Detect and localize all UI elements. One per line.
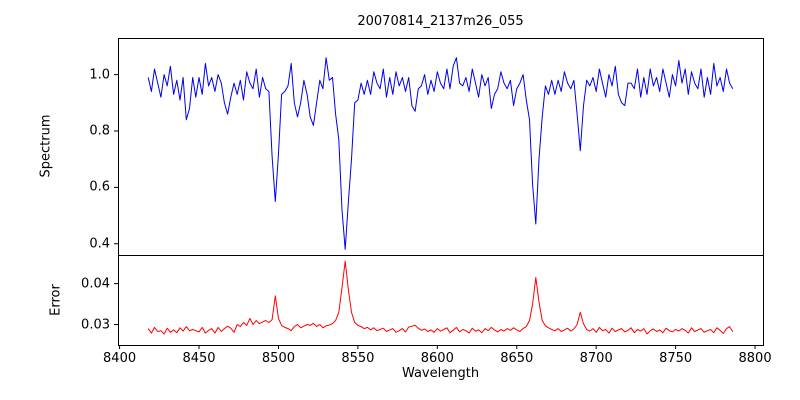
x-tick-label: 8750	[659, 351, 693, 366]
error-y-tick-label: 0.03	[81, 317, 110, 333]
x-tick-label: 8600	[420, 351, 454, 366]
spectrum-y-tick-label: 0.4	[89, 236, 110, 252]
error-y-axis-label: Error	[48, 284, 64, 316]
chart-title: 20070814_2137m26_055	[357, 14, 524, 29]
x-tick-label: 8450	[182, 351, 216, 366]
x-tick-label: 8800	[738, 351, 772, 366]
spectrum-line	[147, 57, 734, 250]
x-tick-label: 8650	[500, 351, 534, 366]
x-tick-label: 8500	[261, 351, 295, 366]
spectrum-y-axis-label: Spectrum	[38, 114, 54, 178]
error-line	[147, 260, 734, 335]
spectrum-y-tick-label: 1.0	[89, 67, 110, 83]
x-axis-label: Wavelength	[401, 366, 480, 381]
x-tick-label: 8400	[103, 351, 137, 366]
x-tick-label: 8550	[341, 351, 375, 366]
error-y-tick-label: 0.04	[81, 276, 110, 292]
x-tick-label: 8700	[579, 351, 613, 366]
spectrum-y-tick-label: 0.8	[89, 123, 110, 139]
spectrum-y-tick-label: 0.6	[89, 179, 110, 195]
error-panel-border	[118, 255, 764, 346]
spectrum-panel-border	[118, 38, 764, 256]
